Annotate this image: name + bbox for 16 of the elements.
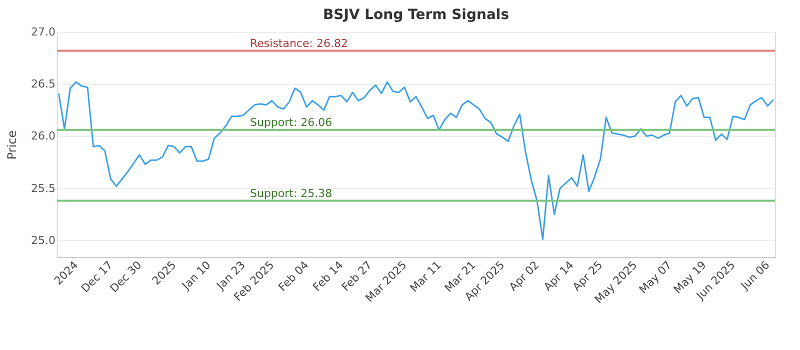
x-tick-label: Feb 04	[276, 258, 312, 294]
x-tick-label: Jun 06	[738, 258, 772, 293]
line-series	[58, 81, 774, 240]
ref-line-label: Resistance: 26.82	[250, 36, 348, 50]
y-tick-label: 27.0	[31, 26, 56, 38]
y-tick-label: 25.5	[31, 182, 56, 195]
y-axis-title: Price	[5, 130, 20, 160]
x-tick-label: Mar 11	[408, 258, 444, 295]
y-tick-label: 25.0	[31, 234, 56, 247]
y-tick-label: 26.0	[31, 130, 56, 143]
y-tick-label: 26.5	[31, 78, 56, 91]
chart-title: BSJV Long Term Signals	[322, 7, 510, 23]
ref-line-label: Support: 26.06	[250, 116, 332, 129]
ref-line-label: Support: 25.38	[250, 186, 332, 200]
x-tick-label: Jan 10	[179, 258, 214, 293]
x-tick-label: Apr 02	[506, 258, 542, 294]
